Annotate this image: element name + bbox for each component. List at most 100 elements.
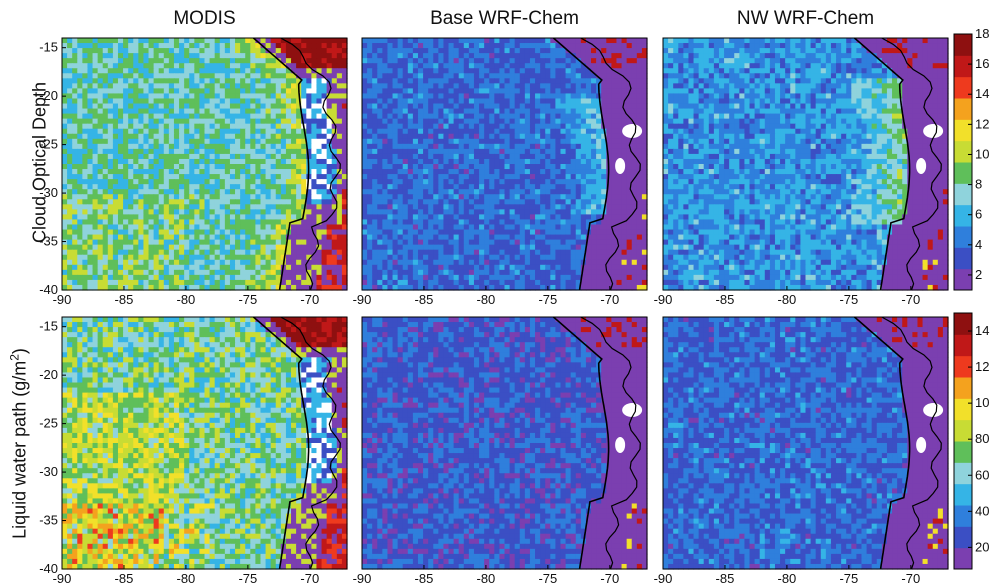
heatmap-cell xyxy=(102,224,109,231)
heatmap-cell xyxy=(194,199,201,205)
heatmap-cell xyxy=(621,189,628,195)
heatmap-cell xyxy=(62,189,68,195)
heatmap-cell xyxy=(468,108,475,115)
heatmap-cell xyxy=(362,199,368,205)
heatmap-cell xyxy=(499,194,506,200)
heatmap-cell xyxy=(331,148,338,155)
heatmap-cell xyxy=(438,43,445,49)
heatmap-cell xyxy=(550,88,556,95)
heatmap-cell xyxy=(296,148,302,155)
heatmap-cell xyxy=(555,189,562,195)
heatmap-cell xyxy=(250,108,256,115)
heatmap-cell xyxy=(143,88,150,95)
heatmap-cell xyxy=(87,58,94,64)
heatmap-cell xyxy=(423,38,429,44)
heatmap-cell xyxy=(367,73,373,79)
heatmap-cell xyxy=(77,98,83,105)
heatmap-cell xyxy=(611,164,618,170)
heatmap-cell xyxy=(570,38,577,44)
heatmap-cell xyxy=(580,174,587,180)
heatmap-cell xyxy=(245,199,251,205)
heatmap-cell xyxy=(550,143,556,150)
heatmap-cell xyxy=(540,48,546,54)
heatmap-cell xyxy=(117,158,124,165)
heatmap-cell xyxy=(423,118,429,125)
heatmap-cell xyxy=(204,123,211,130)
heatmap-cell xyxy=(616,189,623,195)
heatmap-cell xyxy=(255,113,262,120)
heatmap-cell xyxy=(250,234,256,241)
heatmap-cell xyxy=(504,148,511,155)
heatmap-cell xyxy=(265,219,272,226)
heatmap-cell xyxy=(316,73,323,79)
heatmap-cell xyxy=(473,224,480,231)
heatmap-cell xyxy=(67,68,73,74)
heatmap-cell xyxy=(214,259,221,266)
heatmap-cell xyxy=(484,38,490,44)
heatmap-cell xyxy=(219,254,226,261)
heatmap-cell xyxy=(407,148,414,155)
heatmap-cell xyxy=(341,58,348,64)
heatmap-cell xyxy=(153,78,160,84)
heatmap-cell xyxy=(158,224,165,231)
heatmap-cell xyxy=(321,53,328,59)
heatmap-cell xyxy=(179,123,185,130)
heatmap-cell xyxy=(301,103,307,110)
heatmap-cell xyxy=(601,214,607,221)
heatmap-cell xyxy=(580,118,587,125)
heatmap-cell xyxy=(77,153,83,160)
heatmap-cell xyxy=(479,184,485,190)
heatmap-cell xyxy=(545,78,551,84)
heatmap-cell xyxy=(316,269,323,276)
heatmap-cell xyxy=(463,108,470,115)
heatmap-cell xyxy=(128,63,134,69)
heatmap-cell xyxy=(265,229,272,236)
heatmap-cell xyxy=(417,229,424,236)
heatmap-cell xyxy=(423,83,429,89)
heatmap-cell xyxy=(285,184,292,190)
heatmap-cell xyxy=(265,239,272,246)
heatmap-cell xyxy=(199,269,206,276)
heatmap-cell xyxy=(540,113,546,120)
heatmap-cell xyxy=(260,143,267,150)
heatmap-cell xyxy=(555,93,562,100)
heatmap-cell xyxy=(555,199,562,205)
heatmap-cell xyxy=(326,279,333,286)
heatmap-cell xyxy=(184,73,190,79)
heatmap-cell xyxy=(296,264,302,271)
heatmap-cell xyxy=(473,108,480,115)
heatmap-cell xyxy=(194,133,201,140)
heatmap-cell xyxy=(611,108,618,115)
heatmap-cell xyxy=(229,38,236,44)
heatmap-cell xyxy=(407,108,414,115)
heatmap-cell xyxy=(219,279,226,286)
heatmap-cell xyxy=(392,164,399,170)
heatmap-cell xyxy=(433,73,439,79)
heatmap-cell xyxy=(524,93,531,100)
heatmap-cell xyxy=(468,153,475,160)
heatmap-cell xyxy=(509,88,516,95)
heatmap-cell xyxy=(367,58,373,64)
heatmap-cell xyxy=(275,98,282,105)
heatmap-cell xyxy=(219,133,226,140)
heatmap-cell xyxy=(331,138,338,145)
heatmap-cell xyxy=(224,43,231,49)
heatmap-cell xyxy=(255,43,262,49)
heatmap-cell xyxy=(336,269,343,276)
heatmap-cell xyxy=(494,184,501,190)
heatmap-cell xyxy=(219,63,226,69)
heatmap-cell xyxy=(601,199,607,205)
heatmap-cell xyxy=(265,73,272,79)
heatmap-cell xyxy=(209,68,216,74)
heatmap-cell xyxy=(194,83,201,89)
heatmap-cell xyxy=(606,148,612,155)
heatmap-cell xyxy=(112,58,119,64)
heatmap-cell xyxy=(555,38,562,44)
heatmap-cell xyxy=(199,128,206,135)
heatmap-cell xyxy=(331,199,338,205)
heatmap-cell xyxy=(479,138,485,145)
heatmap-cell xyxy=(123,229,129,236)
heatmap-cell xyxy=(367,199,373,205)
heatmap-cell xyxy=(382,219,389,226)
heatmap-cell xyxy=(184,214,190,221)
